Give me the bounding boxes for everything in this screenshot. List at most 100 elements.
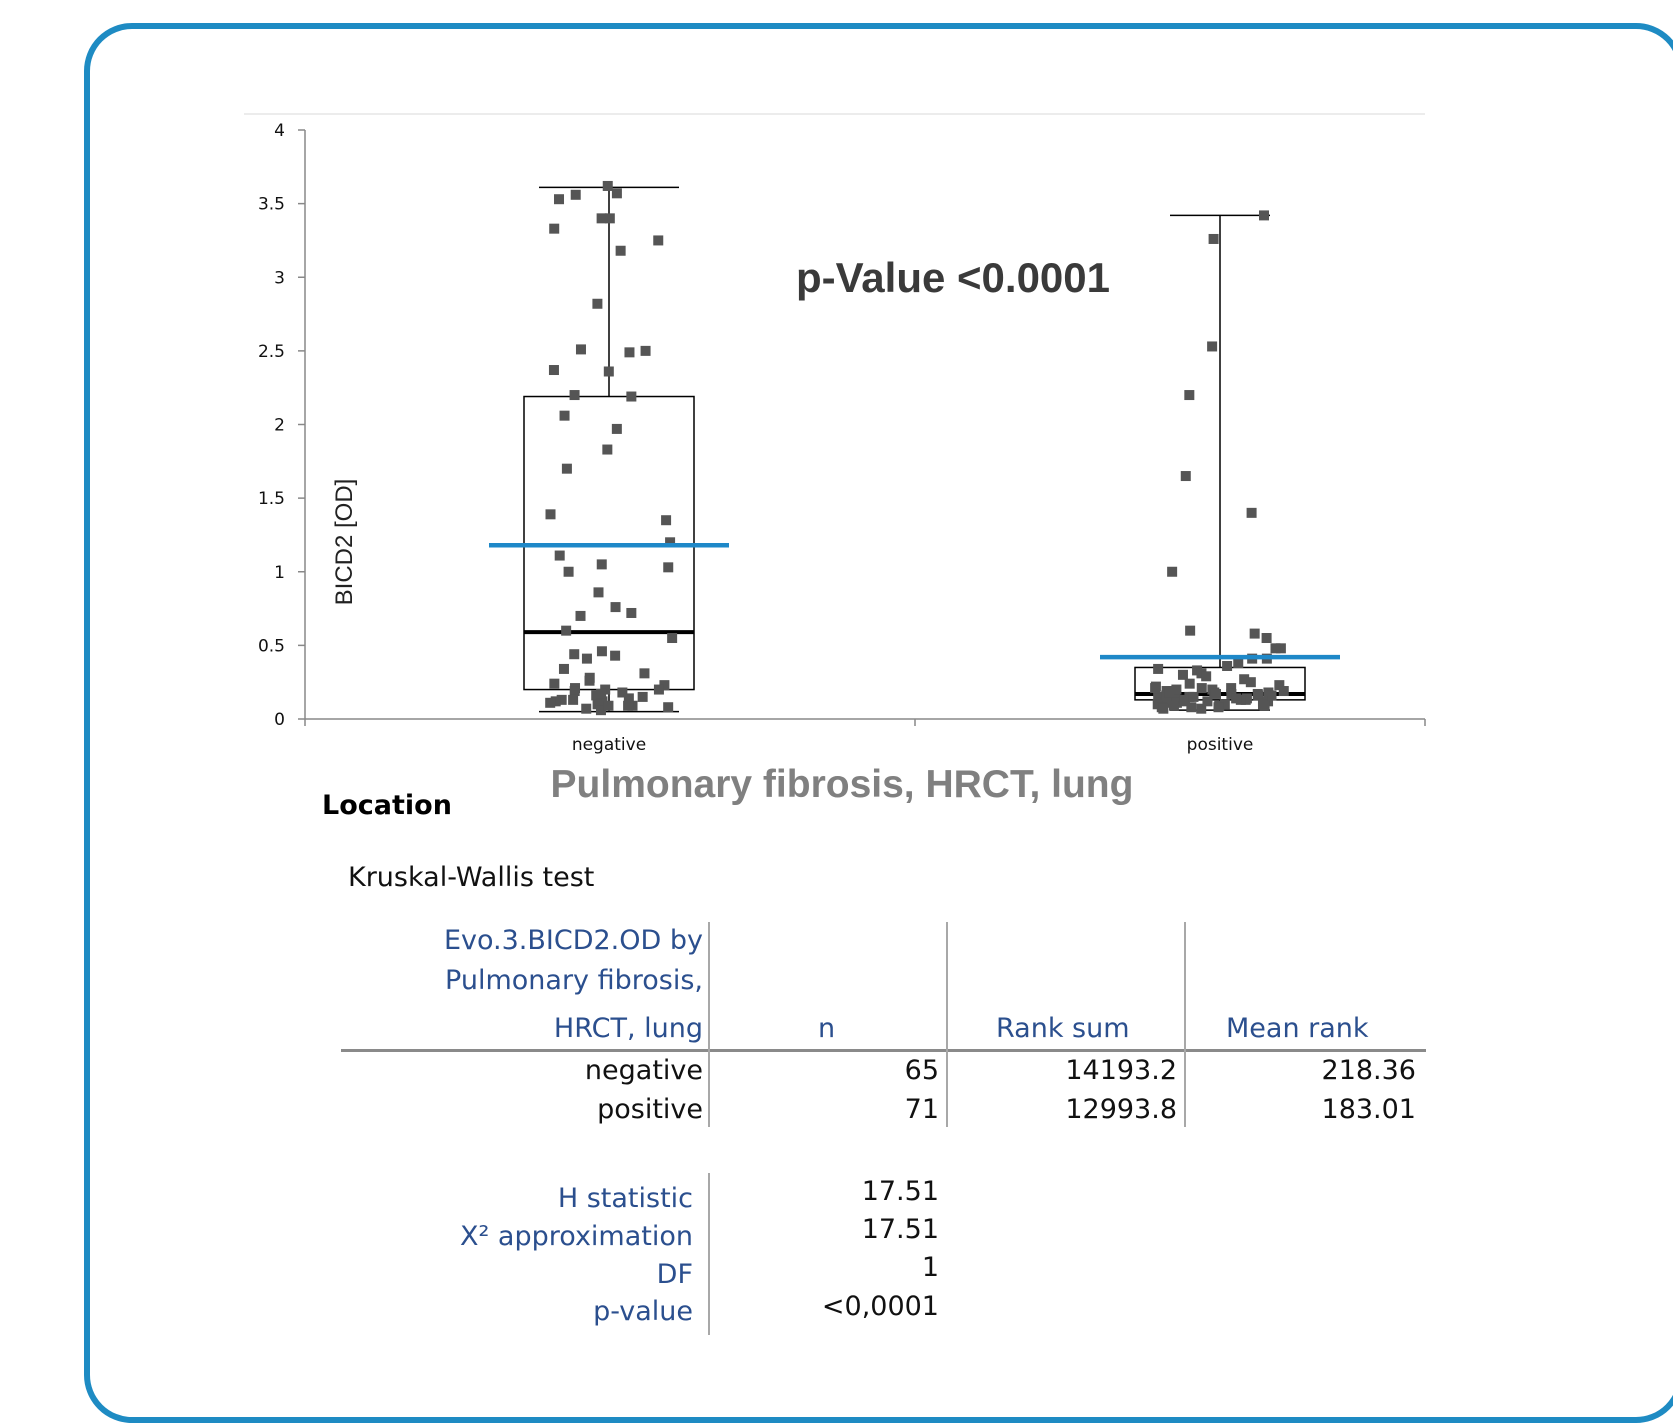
data-point-negative xyxy=(549,223,560,234)
location-label: Location xyxy=(322,790,452,820)
data-point-negative xyxy=(554,194,565,205)
data-point-negative xyxy=(569,390,580,401)
data-point-negative xyxy=(581,653,592,664)
data-point-positive xyxy=(1207,341,1218,352)
data-point-positive xyxy=(1266,690,1277,701)
y-tick-label: 1 xyxy=(274,563,285,583)
y-tick-label: 2 xyxy=(274,416,285,436)
y-tick-label: 2.5 xyxy=(258,342,285,362)
data-point-negative xyxy=(659,680,670,691)
x-tick-label-positive: positive xyxy=(1187,735,1254,755)
data-point-positive xyxy=(1210,688,1221,699)
data-point-positive xyxy=(1184,390,1195,401)
stats-row-n: 65 xyxy=(904,1055,939,1086)
data-point-negative xyxy=(584,675,595,686)
stats-summary-value: 17.51 xyxy=(861,1214,939,1245)
data-point-negative xyxy=(554,550,565,561)
data-point-negative xyxy=(640,345,651,356)
data-point-negative xyxy=(569,649,580,660)
data-point-negative xyxy=(550,696,561,707)
data-point-negative xyxy=(610,650,621,661)
data-point-negative xyxy=(548,365,559,376)
data-point-negative xyxy=(575,344,586,355)
data-point-positive xyxy=(1245,677,1256,688)
stats-row-group: positive xyxy=(597,1094,703,1125)
data-point-negative xyxy=(549,678,560,689)
y-tick-label: 0 xyxy=(274,710,285,730)
stats-summary-label: H statistic xyxy=(557,1183,693,1214)
data-point-negative xyxy=(603,700,614,711)
data-point-negative xyxy=(570,189,581,200)
stats-header-group-line-1: Evo.3.BICD2.OD by xyxy=(443,925,703,956)
stats-summary-value: 17.51 xyxy=(861,1176,939,1207)
data-point-negative xyxy=(563,566,574,577)
data-point-negative xyxy=(545,697,556,708)
data-point-negative xyxy=(596,688,607,699)
data-point-negative xyxy=(561,625,572,636)
y-tick-label: 3.5 xyxy=(258,195,285,215)
stats-header-group-line-2: Pulmonary fibrosis, xyxy=(445,965,703,996)
data-point-negative xyxy=(653,684,664,695)
stats-row-group: negative xyxy=(584,1055,703,1086)
data-point-positive xyxy=(1233,658,1244,669)
y-tick-label: 0.5 xyxy=(258,636,285,656)
stats-header-group-line-3: HRCT, lung xyxy=(553,1013,703,1044)
data-point-positive xyxy=(1171,684,1182,695)
data-point-positive xyxy=(1270,643,1281,654)
data-point-negative xyxy=(615,245,626,256)
data-point-negative xyxy=(602,444,613,455)
stats-header-mean-rank: Mean rank xyxy=(1226,1013,1369,1044)
stats-summary-label: p-value xyxy=(593,1296,693,1327)
data-point-positive xyxy=(1158,703,1169,714)
data-point-negative xyxy=(663,702,674,713)
stats-test-title: Kruskal-Wallis test xyxy=(348,862,595,893)
y-tick-label: 1.5 xyxy=(258,489,285,509)
stats-summary-divider xyxy=(708,1173,710,1335)
data-point-negative xyxy=(611,423,622,434)
data-point-negative xyxy=(595,705,606,716)
data-point-negative xyxy=(596,213,607,224)
data-point-positive xyxy=(1261,633,1272,644)
data-point-positive xyxy=(1153,691,1164,702)
data-point-negative xyxy=(604,213,615,224)
data-point-negative xyxy=(610,602,621,613)
data-point-positive xyxy=(1213,702,1224,713)
data-point-negative xyxy=(611,188,622,199)
data-point-positive xyxy=(1202,696,1213,707)
data-point-negative xyxy=(603,366,614,377)
data-point-negative xyxy=(561,463,572,474)
data-point-negative xyxy=(559,410,570,421)
data-point-negative xyxy=(593,587,604,598)
data-point-negative xyxy=(569,686,580,697)
data-point-positive xyxy=(1167,566,1178,577)
data-point-positive xyxy=(1258,210,1269,221)
data-point-positive xyxy=(1252,688,1263,699)
data-point-negative xyxy=(568,694,579,705)
stats-row-mean-rank: 183.01 xyxy=(1321,1094,1416,1125)
stats-header-rank-sum: Rank sum xyxy=(996,1013,1130,1044)
y-ticks: 0 0.5 1 1.5 2 2.5 3 3.5 4 xyxy=(258,121,305,730)
x-tick-label-negative: negative xyxy=(572,735,646,755)
data-point-negative xyxy=(626,607,637,618)
data-point-negative xyxy=(596,646,607,657)
stats-col-divider-1 xyxy=(708,922,710,1127)
y-tick-label: 4 xyxy=(274,121,285,141)
data-point-positive xyxy=(1196,703,1207,714)
data-point-negative xyxy=(624,347,635,358)
data-point-positive xyxy=(1196,683,1207,694)
data-point-positive xyxy=(1259,700,1270,711)
data-point-negative xyxy=(626,391,637,402)
data-point-positive xyxy=(1150,683,1161,694)
stats-summary-value: <0,0001 xyxy=(821,1291,939,1322)
data-point-negative xyxy=(596,559,607,570)
stats-header-rule xyxy=(341,1049,1426,1052)
stats-row-rank-sum: 14193.2 xyxy=(1065,1055,1177,1086)
data-point-positive xyxy=(1275,643,1286,654)
data-point-positive xyxy=(1188,691,1199,702)
data-point-positive xyxy=(1222,660,1233,671)
data-point-negative xyxy=(602,180,613,191)
stats-summary-label: DF xyxy=(656,1259,693,1290)
data-point-negative xyxy=(637,691,648,702)
stats-summary-value: 1 xyxy=(921,1252,939,1283)
data-point-positive xyxy=(1239,674,1250,685)
